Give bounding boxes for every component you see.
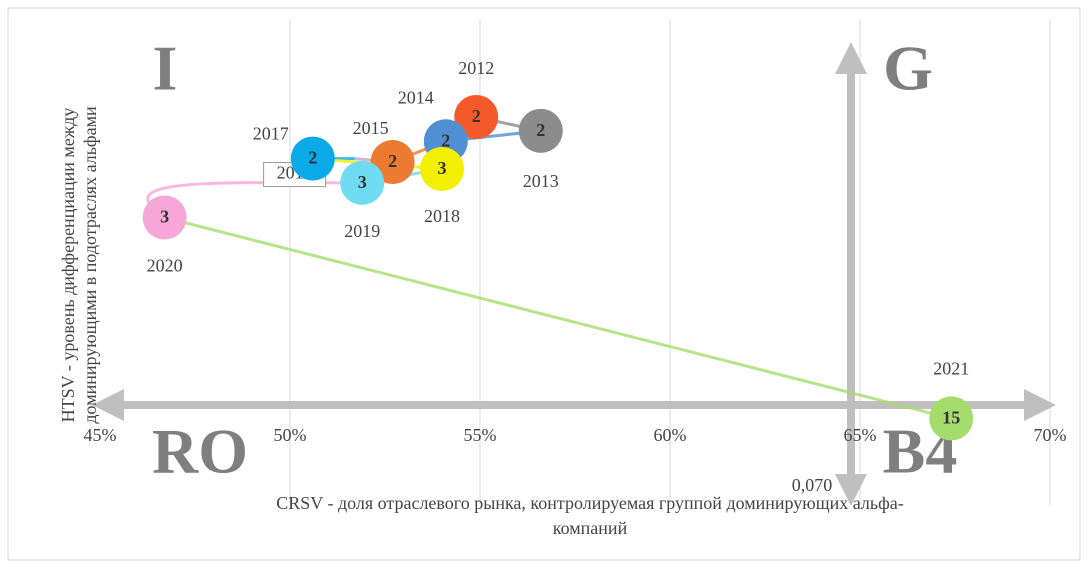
bubble-label: 2: [308, 148, 317, 168]
x-axis-label: компаний: [553, 518, 628, 538]
point-label: 2012: [458, 58, 494, 78]
quadrant-label: I: [153, 33, 178, 104]
point-label: 2017: [253, 124, 289, 144]
bubble-label: 15: [942, 408, 960, 428]
point-label: 2014: [398, 87, 434, 107]
bubble-label: 3: [160, 207, 169, 227]
quadrant-label: RO: [152, 416, 248, 487]
y-axis-label: HTSV - уровень дифференциации между: [58, 108, 78, 423]
point-label: 2015: [353, 118, 389, 138]
bubble: [142, 195, 187, 240]
point-label: 2019: [344, 221, 380, 241]
bubble-label: 2: [472, 106, 481, 126]
x-tick-label: 50%: [274, 425, 307, 445]
x-tick-label: 65%: [844, 425, 877, 445]
point-label: 2018: [424, 206, 460, 226]
connector: [164, 216, 952, 420]
x-tick-label: 70%: [1034, 425, 1067, 445]
x-tick-label: 55%: [464, 425, 497, 445]
point-label: 2013: [523, 171, 559, 191]
axis-crossing-label: 0,070: [792, 475, 833, 495]
bubble: [454, 95, 499, 139]
bubble: [420, 146, 464, 191]
frame: [7, 7, 1081, 561]
x-axis-label: CRSV - доля отраслевого рынка, контролир…: [276, 493, 904, 513]
bubble-label: 2: [388, 151, 397, 171]
bubble: [340, 160, 385, 205]
quadrant-label: G: [883, 33, 933, 104]
y-axis-label: доминирующими в подотраслях альфами: [80, 106, 100, 424]
bubble-label: 2: [441, 130, 450, 150]
x-tick-label: 60%: [654, 425, 687, 445]
x-tick-label: 45%: [84, 425, 117, 445]
bubble: [290, 136, 335, 181]
point-label: 2020: [147, 256, 183, 276]
point-label: 2021: [933, 359, 969, 379]
bubble-label: 2: [536, 120, 545, 140]
bubble-label: 3: [358, 172, 367, 192]
bubble: [929, 396, 974, 441]
bubble: [518, 108, 563, 153]
bubble-label: 3: [438, 158, 447, 178]
